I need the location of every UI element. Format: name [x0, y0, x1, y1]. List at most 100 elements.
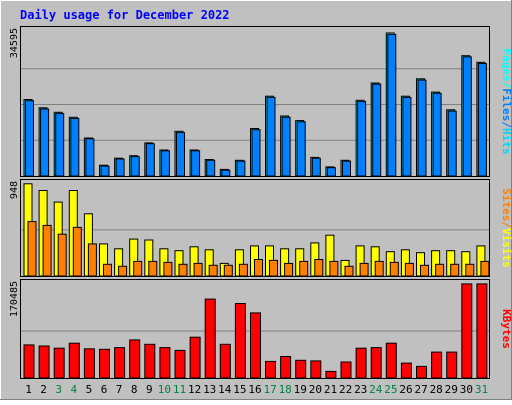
kbytes-bar	[159, 347, 171, 379]
sites-bar	[254, 259, 263, 277]
sites-bar	[329, 260, 339, 277]
side-label-part: Pages	[500, 49, 512, 82]
files-bar	[251, 129, 261, 177]
kbytes-bar	[234, 303, 246, 379]
files-bar	[281, 116, 291, 177]
day-label: 16	[248, 383, 261, 396]
kbytes-bar	[310, 360, 322, 379]
sites-bar	[57, 233, 67, 277]
day-label: 28	[430, 383, 443, 396]
files-bar	[25, 100, 34, 177]
sites-bar	[480, 260, 490, 277]
files-bar	[191, 150, 201, 177]
files-bar	[311, 157, 321, 177]
day-label: 11	[173, 383, 186, 396]
day-label: 21	[324, 383, 337, 396]
kbytes-bar	[385, 342, 397, 379]
sites-bar	[344, 265, 354, 277]
sites-bar	[133, 260, 143, 277]
sites-bar	[404, 262, 414, 277]
files-bar	[55, 113, 65, 177]
day-label: 12	[188, 383, 201, 396]
day-label: 18	[279, 383, 292, 396]
side-label-part: /	[500, 221, 512, 228]
sites-bar	[148, 260, 158, 277]
files-bar	[100, 165, 110, 177]
sites-bar	[284, 262, 294, 277]
kbytes-bar	[174, 349, 186, 379]
kbytes-bar	[400, 362, 412, 379]
side-label-part: Sites	[500, 188, 512, 221]
day-label: 25	[384, 383, 397, 396]
kbytes-bar	[461, 283, 473, 379]
sites-bar	[103, 263, 112, 277]
files-bar	[432, 92, 442, 177]
kbytes-bar	[144, 343, 156, 379]
kbytes-bar	[280, 356, 292, 379]
kbytes-bar	[114, 347, 126, 379]
files-bar	[176, 132, 185, 177]
kbytes-bar	[370, 347, 382, 379]
files-bar	[70, 118, 80, 177]
day-label: 2	[40, 383, 47, 396]
kbytes-bar	[68, 342, 80, 379]
files-bar	[417, 79, 427, 177]
side-label-part: Hits	[500, 128, 512, 155]
kbytes-bar	[355, 347, 367, 379]
kbytes-bar	[431, 351, 443, 379]
day-label: 8	[131, 383, 138, 396]
side-label-part: /	[500, 82, 512, 89]
sites-bar	[465, 263, 475, 277]
files-bar	[402, 96, 412, 177]
day-label: 29	[445, 383, 458, 396]
kbytes-bar	[23, 344, 35, 379]
files-bar	[477, 63, 487, 177]
day-label: 3	[55, 383, 62, 396]
kbytes-bar	[219, 343, 231, 379]
day-label: 19	[294, 383, 307, 396]
day-label: 10	[158, 383, 171, 396]
y-max-label: 948	[9, 181, 20, 199]
files-bar	[296, 121, 306, 177]
files-bar	[357, 101, 367, 177]
kbytes-bar	[99, 348, 110, 379]
day-label: 13	[203, 383, 216, 396]
kbytes-bar	[340, 361, 352, 379]
files-bar	[266, 96, 276, 177]
day-label: 9	[146, 383, 153, 396]
day-label: 30	[460, 383, 473, 396]
sites-bar	[178, 263, 188, 277]
kbytes-bar	[325, 370, 337, 379]
files-bar	[342, 160, 351, 177]
day-label: 6	[101, 383, 108, 396]
panel-kbytes-frame	[20, 279, 490, 379]
day-label: 14	[218, 383, 232, 396]
sites-bar	[87, 243, 97, 277]
files-bar	[145, 143, 155, 177]
kbytes-bar	[189, 336, 201, 379]
chart-title: Daily usage for December 2022	[20, 8, 230, 22]
kbytes-bar	[265, 360, 276, 379]
kbytes-bar	[129, 339, 141, 379]
kbytes-side-label: KBytes	[500, 309, 512, 349]
day-label: 20	[309, 383, 322, 396]
day-label: 4	[70, 383, 77, 396]
day-label: 31	[475, 383, 488, 396]
sites-bar	[314, 259, 324, 277]
visits-side-label: Sites/Visits	[500, 188, 512, 268]
kbytes-bar	[416, 365, 427, 379]
day-label: 7	[116, 383, 123, 396]
files-bar	[326, 167, 336, 177]
files-bar	[115, 158, 125, 177]
day-label: 17	[263, 383, 276, 396]
kbytes-bar	[204, 298, 216, 379]
sites-bar	[193, 262, 203, 277]
sites-bar	[42, 224, 52, 277]
files-bar	[160, 150, 170, 177]
files-bar	[85, 138, 95, 177]
sites-bar	[27, 221, 37, 277]
files-bar	[387, 34, 397, 177]
